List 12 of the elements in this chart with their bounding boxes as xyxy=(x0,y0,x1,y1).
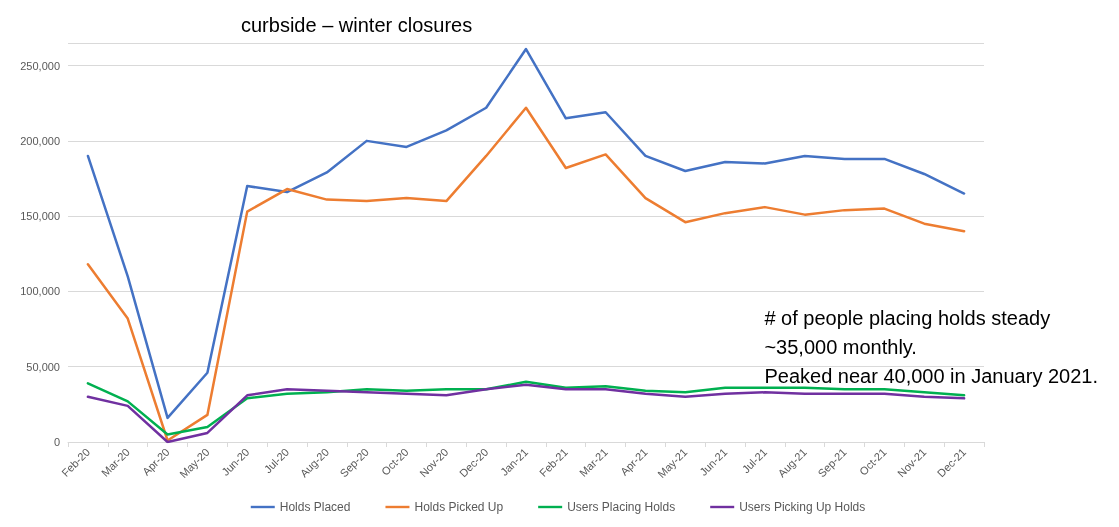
chart-title: curbside – winter closures xyxy=(241,14,473,36)
y-tick-label: 200,000 xyxy=(20,134,60,147)
legend-label: Users Picking Up Holds xyxy=(739,500,866,514)
y-tick-label: 50,000 xyxy=(26,360,60,373)
legend-label: Holds Placed xyxy=(279,500,351,514)
annotation: # of people placing holds steady ~35,000 monthly. Peaked near 40,000 in January 2021. xyxy=(764,306,1099,387)
y-tick-label: 250,000 xyxy=(20,59,60,72)
y-tick-label: 100,000 xyxy=(20,285,60,298)
legend-label: Holds Picked Up xyxy=(414,500,504,514)
legend-label: Users Placing Holds xyxy=(567,500,676,514)
y-tick-label: 150,000 xyxy=(20,210,60,223)
y-tick-label: 0 xyxy=(53,436,60,448)
